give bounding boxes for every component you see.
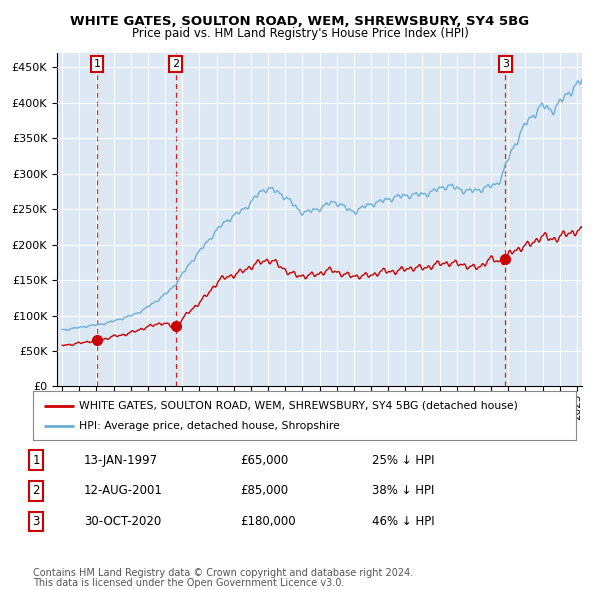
Text: 2: 2	[172, 59, 179, 69]
Text: 38% ↓ HPI: 38% ↓ HPI	[372, 484, 434, 497]
Text: £85,000: £85,000	[240, 484, 288, 497]
Text: HPI: Average price, detached house, Shropshire: HPI: Average price, detached house, Shro…	[79, 421, 340, 431]
Text: 1: 1	[32, 454, 40, 467]
Text: 2: 2	[32, 484, 40, 497]
Text: 13-JAN-1997: 13-JAN-1997	[84, 454, 158, 467]
Text: WHITE GATES, SOULTON ROAD, WEM, SHREWSBURY, SY4 5BG: WHITE GATES, SOULTON ROAD, WEM, SHREWSBU…	[70, 15, 530, 28]
Text: 30-OCT-2020: 30-OCT-2020	[84, 515, 161, 528]
Text: 3: 3	[502, 59, 509, 69]
Text: 46% ↓ HPI: 46% ↓ HPI	[372, 515, 434, 528]
Text: This data is licensed under the Open Government Licence v3.0.: This data is licensed under the Open Gov…	[33, 578, 344, 588]
Text: 25% ↓ HPI: 25% ↓ HPI	[372, 454, 434, 467]
Text: WHITE GATES, SOULTON ROAD, WEM, SHREWSBURY, SY4 5BG (detached house): WHITE GATES, SOULTON ROAD, WEM, SHREWSBU…	[79, 401, 518, 411]
Text: £65,000: £65,000	[240, 454, 288, 467]
Text: 3: 3	[32, 515, 40, 528]
Text: 1: 1	[94, 59, 101, 69]
Text: Contains HM Land Registry data © Crown copyright and database right 2024.: Contains HM Land Registry data © Crown c…	[33, 568, 413, 578]
Text: Price paid vs. HM Land Registry's House Price Index (HPI): Price paid vs. HM Land Registry's House …	[131, 27, 469, 40]
Text: £180,000: £180,000	[240, 515, 296, 528]
Text: 12-AUG-2001: 12-AUG-2001	[84, 484, 163, 497]
